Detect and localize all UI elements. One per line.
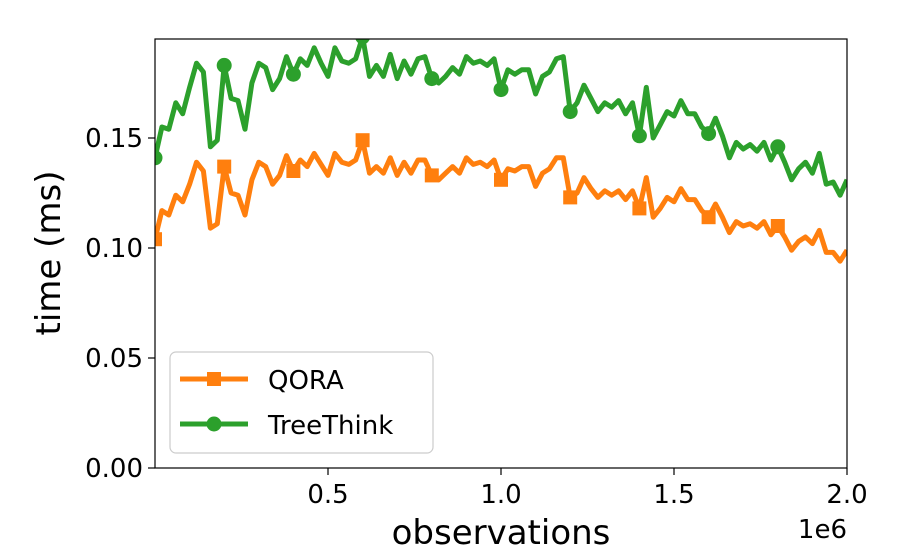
y-axis: 0.00 0.05 0.10 0.15: [85, 124, 155, 484]
data-point-qora-0: [155, 232, 162, 247]
data-point-treethink-0: [155, 150, 163, 166]
legend-label-treethink: TreeThink: [267, 411, 393, 441]
x-axis: 0.5 1.0 1.5 2.0: [307, 468, 868, 510]
data-point-qora-800: [424, 168, 439, 183]
y-tick-label: 0.15: [85, 124, 143, 154]
data-point-treethink-1400: [631, 128, 647, 144]
data-point-qora-1000: [494, 172, 508, 187]
data-point-treethink-1600: [701, 126, 717, 142]
y-tick-label: 0.10: [85, 234, 143, 264]
data-point-treethink-1800: [770, 139, 786, 155]
y-tick-label: 0.00: [85, 454, 143, 484]
series-qora: [155, 133, 847, 264]
data-point-qora-400: [286, 164, 301, 178]
series-treethink: [155, 39, 847, 198]
x-axis-offset-label: 1e6: [798, 515, 847, 545]
x-tick-label: 1.5: [653, 480, 694, 510]
legend-marker-qora: [207, 372, 221, 386]
data-point-treethink-1000: [493, 82, 509, 98]
legend-marker-treethink: [206, 416, 222, 432]
data-point-treethink-1200: [562, 104, 578, 120]
data-point-qora-1400: [632, 201, 647, 216]
x-tick-label: 1.0: [480, 480, 521, 510]
data-point-treethink-200: [216, 57, 232, 73]
data-point-qora-1200: [563, 190, 578, 205]
x-tick-label: 0.5: [307, 480, 348, 510]
data-point-qora-1600: [701, 210, 716, 225]
data-point-treethink-400: [285, 66, 301, 82]
data-point-qora-600: [355, 133, 370, 148]
series-layer: [155, 39, 847, 264]
data-point-qora-1800: [770, 219, 785, 233]
data-point-treethink-800: [424, 71, 440, 87]
legend-label-qora: QORA: [268, 366, 344, 396]
y-tick-label: 0.05: [85, 344, 143, 374]
legend: QORA TreeThink: [169, 351, 434, 454]
data-point-treethink-600: [355, 39, 370, 45]
data-point-qora-200: [217, 159, 232, 174]
x-axis-label: observations: [392, 513, 611, 553]
y-axis-label: time (ms): [29, 171, 69, 336]
x-tick-label: 2.0: [826, 480, 867, 510]
